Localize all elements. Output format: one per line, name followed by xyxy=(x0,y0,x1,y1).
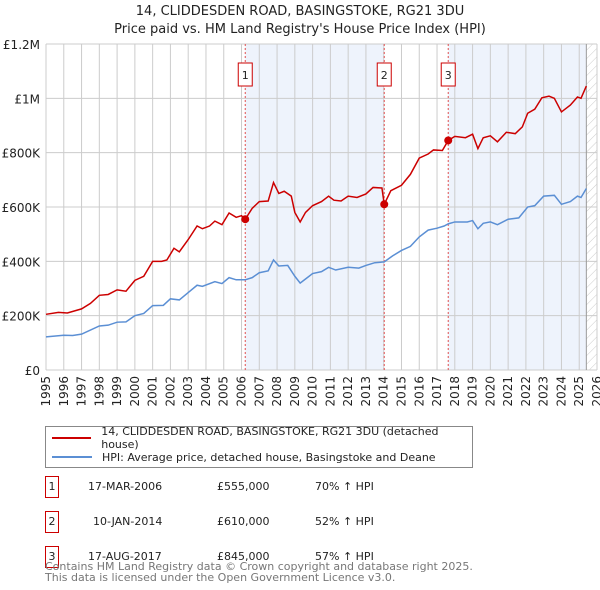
x-tick-label: 2020 xyxy=(483,376,497,407)
x-tick-label: 2017 xyxy=(430,376,444,407)
x-tick-label: 2022 xyxy=(519,376,533,407)
x-tick-label: 2001 xyxy=(146,376,160,407)
series-line xyxy=(45,188,587,338)
legend: 14, CLIDDESDEN ROAD, BASINGSTOKE, RG21 3… xyxy=(45,425,473,468)
x-tick-label: 2006 xyxy=(235,376,249,407)
x-tick-label: 2015 xyxy=(394,376,408,407)
x-tick-label: 2016 xyxy=(412,376,426,407)
y-tick-label: £200K xyxy=(2,310,42,324)
chart-title: 14, CLIDDESDEN ROAD, BASINGSTOKE, RG21 3… xyxy=(135,4,465,19)
legend-item-property: 14, CLIDDESDEN ROAD, BASINGSTOKE, RG21 3… xyxy=(52,425,472,451)
footer: Contains HM Land Registry data © Crown c… xyxy=(45,561,473,583)
x-tick-label: 1995 xyxy=(39,376,53,407)
x-tick-label: 1998 xyxy=(92,376,106,407)
x-tick-label: 2026 xyxy=(590,376,600,407)
y-tick-label: £400K xyxy=(2,255,42,269)
x-tick-label: 2021 xyxy=(501,376,515,407)
chart-subtitle: Price paid vs. HM Land Registry's House … xyxy=(114,22,486,37)
x-tick-label: 2025 xyxy=(572,376,586,407)
legend-label: HPI: Average price, detached house, Basi… xyxy=(102,450,436,464)
x-tick-label: 2024 xyxy=(554,376,568,407)
y-tick-label: £600K xyxy=(2,201,42,215)
sale-marker-box xyxy=(440,62,456,87)
sale-marker-box xyxy=(376,62,392,87)
transaction-price: £845,000 xyxy=(217,550,270,563)
x-tick-label: 1997 xyxy=(75,376,89,407)
y-tick-label: £1.2M xyxy=(3,38,40,52)
footer-line: Contains HM Land Registry data © Crown c… xyxy=(45,560,473,573)
sale-marker-label: 1 xyxy=(242,69,249,82)
x-tick-label: 2014 xyxy=(377,376,391,407)
transaction-marker: 2 xyxy=(45,511,59,533)
legend-item-hpi: HPI: Average price, detached house, Basi… xyxy=(52,448,436,466)
transaction-price: £555,000 xyxy=(217,480,270,493)
series-line xyxy=(45,85,588,316)
transaction-row: 1 17-MAR-2006 £555,000 70% ↑ HPI xyxy=(45,476,545,500)
sale-point xyxy=(444,136,453,145)
transaction-hpi: 70% ↑ HPI xyxy=(315,480,374,493)
x-tick-label: 2019 xyxy=(466,376,480,407)
sale-marker-label: 2 xyxy=(381,69,388,82)
x-tick-label: 2005 xyxy=(217,376,231,407)
y-tick-label: £0 xyxy=(25,364,40,378)
x-tick-label: 2011 xyxy=(323,376,337,407)
transaction-hpi: 57% ↑ HPI xyxy=(315,550,374,563)
transaction-row: 2 10-JAN-2014 £610,000 52% ↑ HPI xyxy=(45,511,545,535)
footer-line: This data is licensed under the Open Gov… xyxy=(45,571,396,584)
transaction-price: £610,000 xyxy=(217,515,270,528)
sale-point xyxy=(380,200,389,209)
x-tick-label: 2002 xyxy=(163,376,177,407)
x-tick-label: 2003 xyxy=(181,376,195,407)
transaction-marker: 1 xyxy=(45,476,59,498)
transaction-marker: 3 xyxy=(45,546,59,568)
y-tick-label: £1M xyxy=(14,92,40,106)
sale-marker-label: 3 xyxy=(445,69,452,82)
transaction-date: 17-MAR-2006 xyxy=(88,480,163,493)
x-tick-label: 2009 xyxy=(288,376,302,407)
legend-swatch xyxy=(52,456,92,458)
x-tick-label: 2010 xyxy=(306,376,320,407)
x-tick-label: 2008 xyxy=(270,376,284,407)
x-tick-label: 2004 xyxy=(199,376,213,407)
transaction-hpi: 52% ↑ HPI xyxy=(315,515,374,528)
sale-point xyxy=(241,215,250,224)
x-tick-label: 1996 xyxy=(57,376,71,407)
transaction-date: 17-AUG-2017 xyxy=(88,550,162,563)
legend-swatch xyxy=(52,437,92,439)
legend-label: 14, CLIDDESDEN ROAD, BASINGSTOKE, RG21 3… xyxy=(101,425,439,451)
transaction-date: 10-JAN-2014 xyxy=(93,515,163,528)
x-tick-label: 1999 xyxy=(110,376,124,407)
x-tick-label: 2018 xyxy=(448,376,462,407)
y-tick-label: £800K xyxy=(2,147,42,161)
x-tick-label: 2013 xyxy=(359,376,373,407)
transaction-row: 3 17-AUG-2017 £845,000 57% ↑ HPI xyxy=(45,546,545,570)
x-tick-label: 2007 xyxy=(252,376,266,407)
x-tick-label: 2012 xyxy=(341,376,355,407)
x-tick-label: 2023 xyxy=(537,376,551,407)
x-tick-label: 2000 xyxy=(128,376,142,407)
sale-marker-box xyxy=(237,62,253,87)
price-chart: 1995 1996 1997 1998 1999 2000 2001 2002 2003 2004… xyxy=(2,38,600,407)
